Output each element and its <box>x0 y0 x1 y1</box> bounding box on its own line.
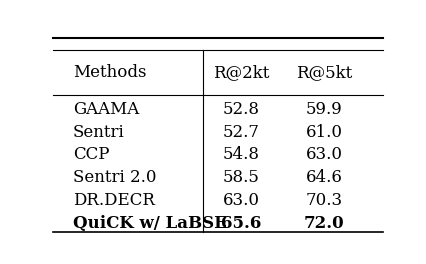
Text: 63.0: 63.0 <box>305 146 343 163</box>
Text: 54.8: 54.8 <box>223 146 260 163</box>
Text: R@5kt: R@5kt <box>296 64 352 81</box>
Text: 65.6: 65.6 <box>221 215 262 232</box>
Text: DR.DECR: DR.DECR <box>73 192 155 209</box>
Text: 63.0: 63.0 <box>223 192 260 209</box>
Text: Sentri 2.0: Sentri 2.0 <box>73 169 157 186</box>
Text: 52.7: 52.7 <box>223 124 260 140</box>
Text: QuiCK w/ LaBSE: QuiCK w/ LaBSE <box>73 215 227 232</box>
Text: 72.0: 72.0 <box>304 215 344 232</box>
Text: Methods: Methods <box>73 64 147 81</box>
Text: R@2kt: R@2kt <box>213 64 270 81</box>
Text: CCP: CCP <box>73 146 109 163</box>
Text: GAAMA: GAAMA <box>73 101 139 118</box>
Text: 70.3: 70.3 <box>305 192 343 209</box>
Text: Sentri: Sentri <box>73 124 125 140</box>
Text: 61.0: 61.0 <box>305 124 343 140</box>
Text: 58.5: 58.5 <box>223 169 260 186</box>
Text: 64.6: 64.6 <box>305 169 343 186</box>
Text: 59.9: 59.9 <box>305 101 343 118</box>
Text: 52.8: 52.8 <box>223 101 260 118</box>
